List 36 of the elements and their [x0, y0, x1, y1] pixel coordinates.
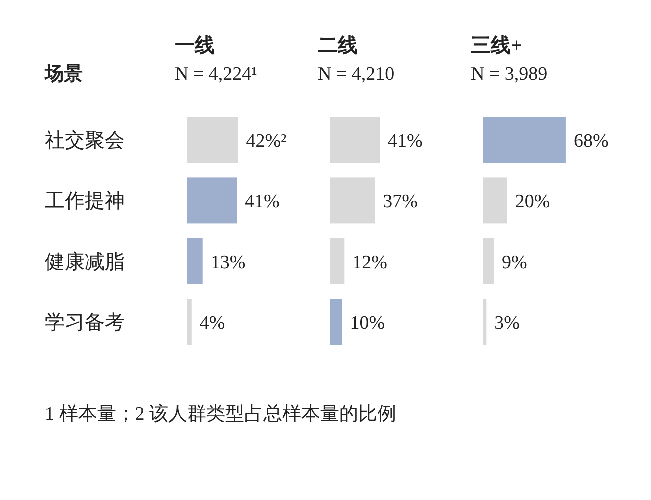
bar — [187, 178, 238, 224]
data-label: 37% — [383, 192, 418, 213]
bar — [187, 238, 203, 284]
data-label: 3% — [494, 313, 520, 334]
y-tick-label: 工作提神 — [45, 190, 125, 213]
y-tick-label: 学习备考 — [45, 312, 125, 334]
chart-title: 一线 — [175, 35, 215, 57]
data-label: 41% — [388, 131, 424, 152]
data-label: 68% — [574, 131, 609, 152]
data-label: 12% — [352, 252, 388, 274]
bar — [330, 117, 380, 163]
y-axis-title: 场景 — [44, 64, 83, 85]
data-label: 41% — [245, 192, 280, 213]
data-label: 42%² — [246, 131, 288, 152]
chart-title: 二线 — [318, 35, 358, 57]
y-tick-label: 健康减脂 — [45, 251, 125, 274]
text: 1 样本量；2 该人群类型占总样本量的比例 — [45, 403, 396, 425]
chart-subtitle: N = 4,210 — [318, 64, 395, 85]
bar — [330, 178, 376, 224]
chart-subtitle: N = 4,224¹ — [175, 64, 258, 85]
bar — [483, 299, 487, 346]
data-label: 13% — [210, 252, 246, 274]
bar — [187, 117, 238, 163]
chart-title: 三线+ — [471, 35, 522, 57]
data-label: 4% — [200, 313, 226, 334]
bar — [483, 178, 508, 224]
data-label: 10% — [350, 313, 386, 334]
bar — [187, 299, 192, 346]
y-tick-label: 社交聚会 — [45, 130, 125, 152]
bar — [483, 238, 494, 284]
bar — [330, 299, 342, 346]
chart-subtitle: N = 3,989 — [471, 64, 548, 85]
data-label: 9% — [502, 252, 528, 274]
data-label: 20% — [515, 192, 550, 213]
bar — [483, 117, 566, 163]
bar — [330, 238, 345, 284]
